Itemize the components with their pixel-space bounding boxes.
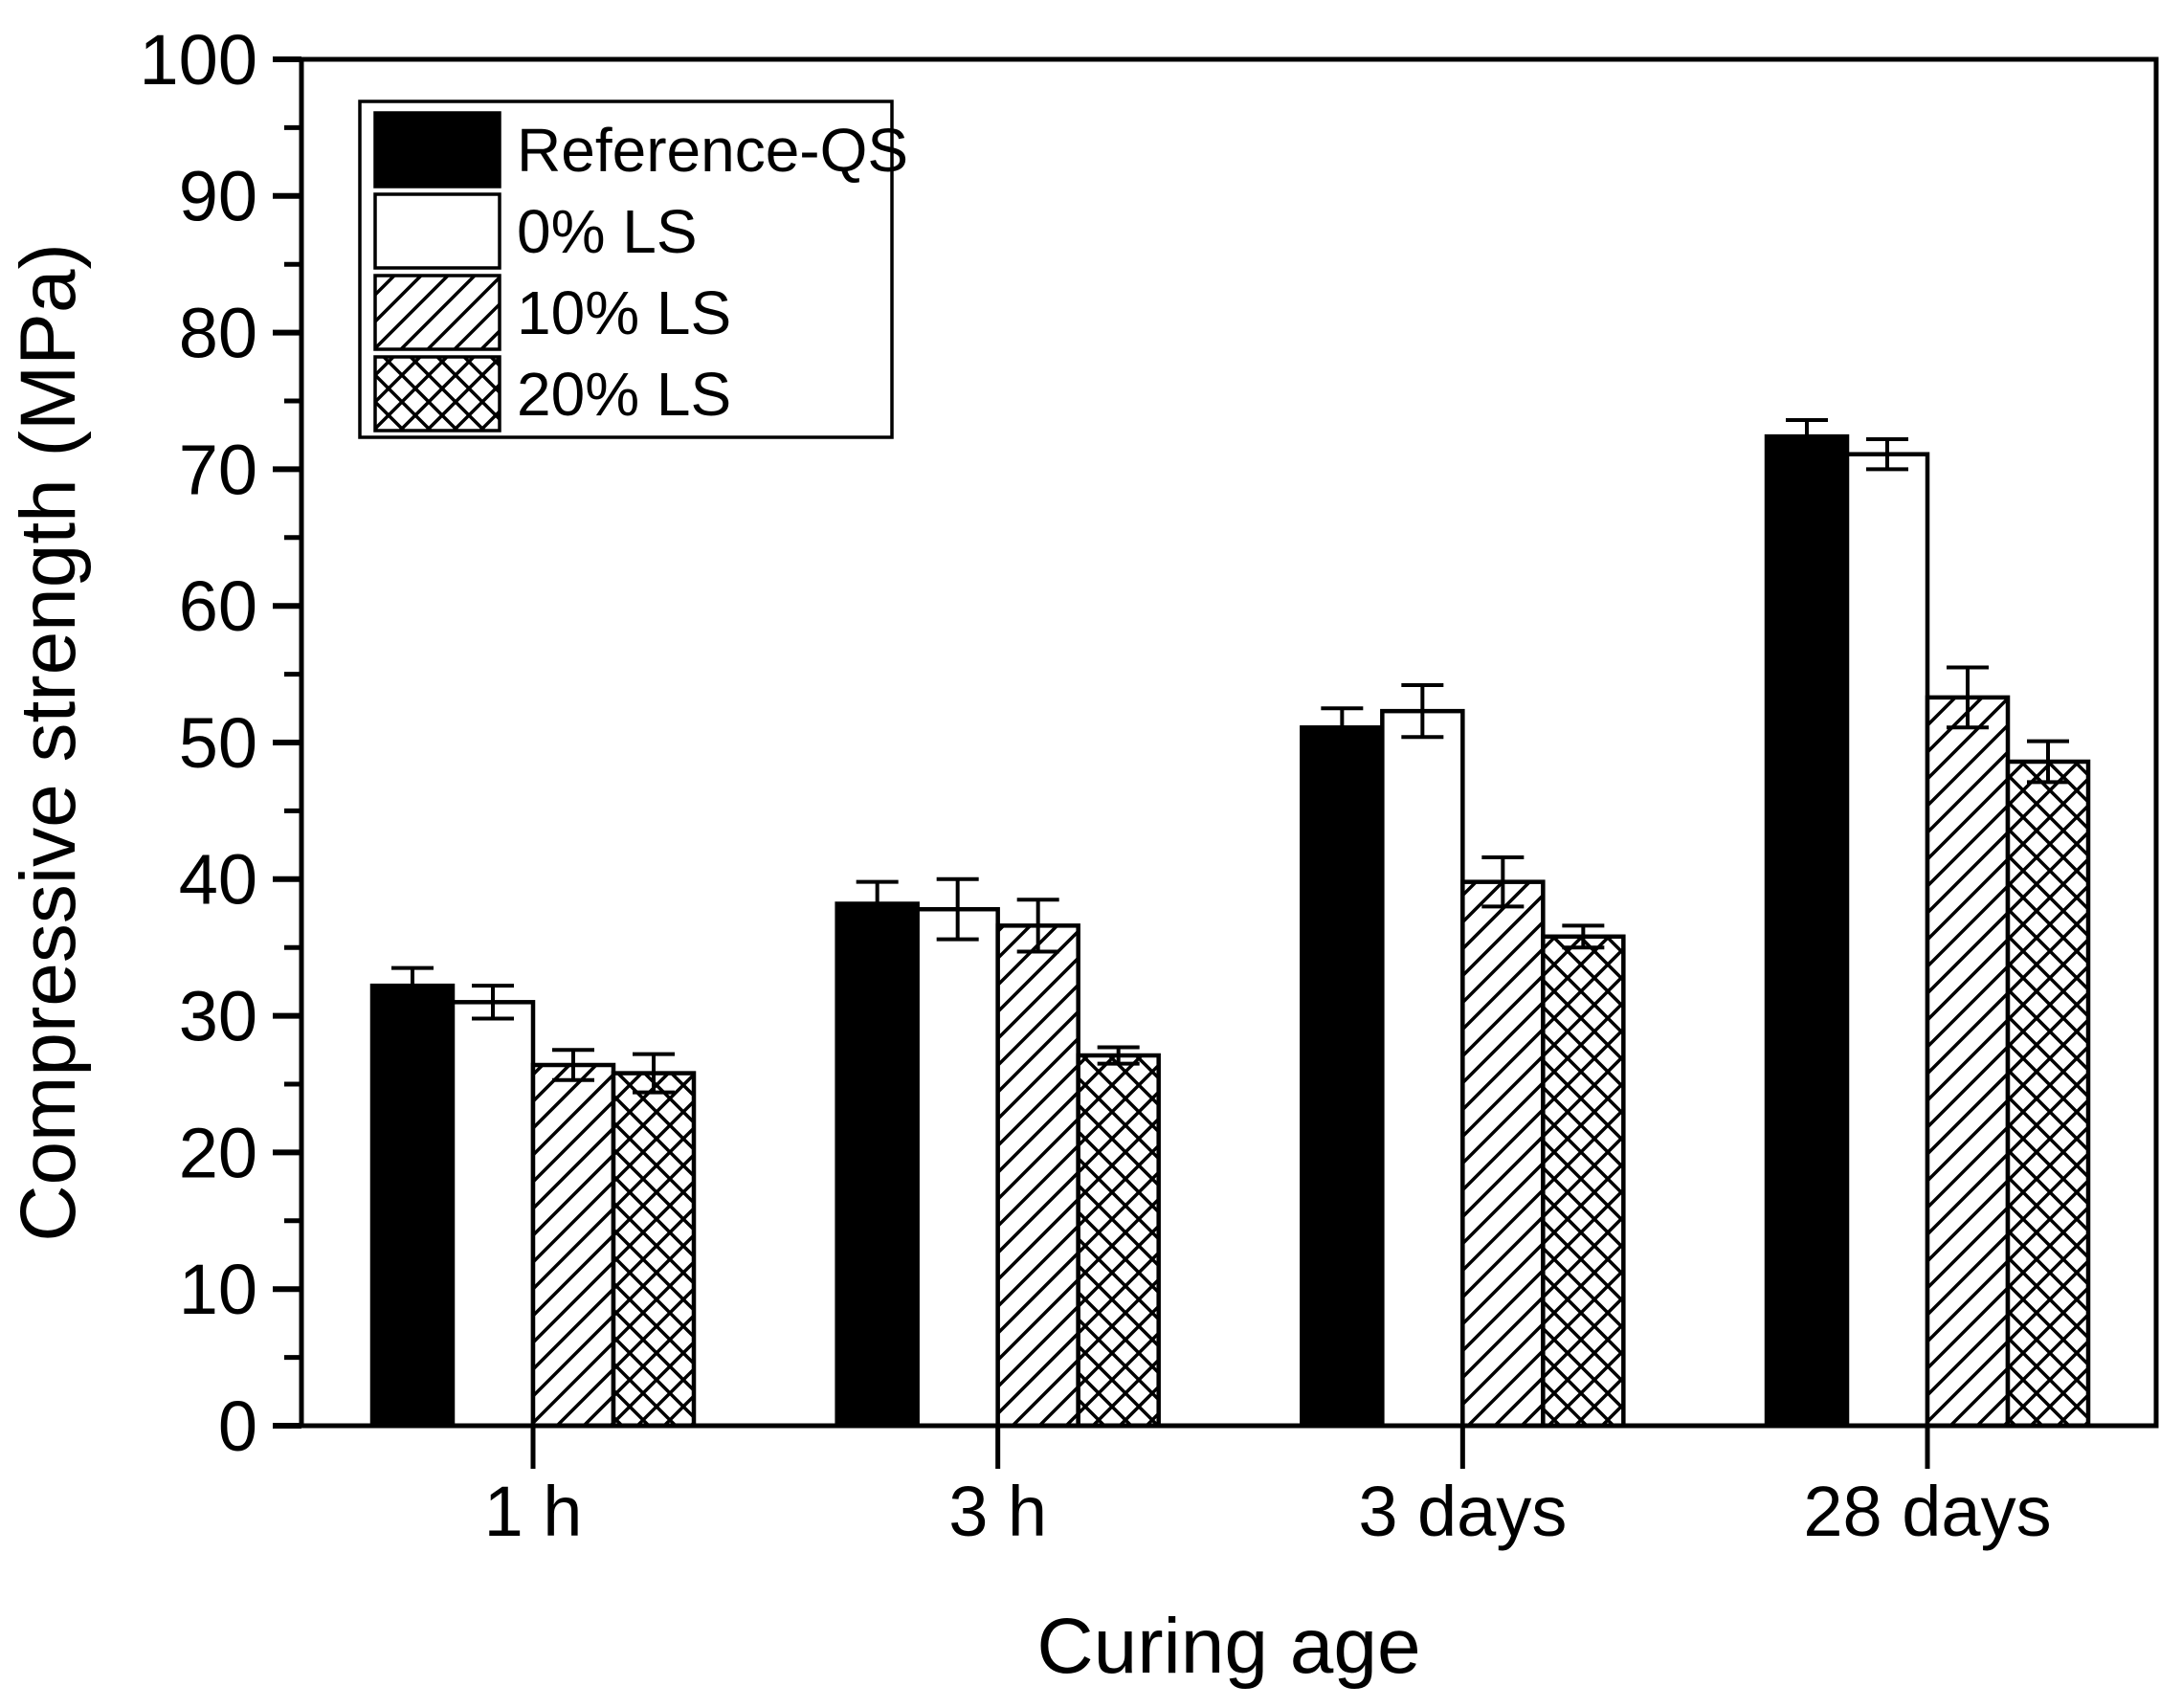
bar-reference-qs-1-h — [369, 983, 456, 1429]
bar-0-ls-28-days — [1844, 452, 1930, 1429]
y-axis-tick-label: 50 — [179, 703, 257, 783]
bar-reference-qs-28-days — [1764, 433, 1850, 1429]
y-axis-tick-label: 30 — [179, 977, 257, 1056]
bar-10-ls-1-h — [530, 1062, 616, 1429]
bar-20-ls-1-h — [611, 1071, 697, 1429]
error-bar-reference-qs-1-h — [391, 965, 434, 1006]
error-bar-reference-qs-3-h — [856, 879, 899, 928]
legend-layer: Reference-QS 0% LS 10% LS 20% LS — [358, 100, 908, 439]
legend-label-20-ls: 20% LS — [517, 360, 731, 429]
legend-swatch-reference-qs — [373, 111, 501, 189]
legend-swatch-10-ls — [373, 274, 501, 351]
bar-0-ls-3-h — [915, 906, 1000, 1429]
x-axis-tick-label-28-days: 28 days — [1803, 1472, 2051, 1551]
x-axis-tick-label-3-days: 3 days — [1358, 1472, 1567, 1551]
bar-reference-qs-3-h — [835, 901, 920, 1429]
legend-label-reference-qs: Reference-QS — [517, 116, 908, 185]
legend-label-0-ls: 0% LS — [517, 197, 698, 266]
bar-10-ls-28-days — [1925, 695, 2011, 1429]
legend-swatch-0-ls — [373, 192, 501, 270]
y-axis-tick-label: 20 — [179, 1113, 257, 1192]
y-axis-tick-label: 60 — [179, 566, 257, 646]
y-axis-tick-label: 100 — [140, 20, 257, 100]
bar-20-ls-3-days — [1541, 934, 1626, 1429]
x-axis-title: Curing age — [1036, 1603, 1420, 1690]
y-axis-tick-label: 70 — [179, 430, 257, 509]
error-bars-layer — [391, 417, 2070, 1095]
y-axis-title: Compressive strength (MPa) — [5, 243, 92, 1242]
x-axis-tick-label-1-h: 1 h — [484, 1472, 583, 1551]
bar-10-ls-3-days — [1460, 879, 1546, 1429]
error-bar-reference-qs-3-days — [1321, 706, 1364, 749]
ticks-layer: 0 10 20 30 40 50 60 70 80 90 100 1 h 3 h 3 days 28 day… — [140, 20, 2052, 1551]
y-axis-tick-label: 80 — [179, 294, 257, 373]
error-bar-20-ls-1-h — [633, 1052, 675, 1095]
bars-layer — [369, 433, 2091, 1429]
error-bar-0-ls-28-days — [1866, 436, 1909, 472]
error-bar-10-ls-28-days — [1947, 665, 1990, 730]
bar-10-ls-3-h — [995, 923, 1080, 1429]
bar-0-ls-3-days — [1380, 708, 1465, 1429]
error-bar-20-ls-28-days — [2027, 739, 2070, 785]
y-axis-tick-label: 10 — [179, 1250, 257, 1329]
legend-label-10-ls: 10% LS — [517, 278, 731, 347]
y-axis-tick-label: 40 — [179, 840, 257, 920]
error-bar-10-ls-3-h — [1016, 898, 1059, 954]
error-bar-0-ls-3-h — [936, 876, 979, 942]
bar-reference-qs-3-days — [1300, 725, 1385, 1429]
y-axis-tick-label: 0 — [218, 1386, 257, 1466]
error-bar-20-ls-3-days — [1562, 923, 1605, 950]
error-bar-10-ls-1-h — [552, 1048, 594, 1082]
error-bar-0-ls-3-days — [1401, 683, 1444, 740]
y-axis-tick-label: 90 — [179, 157, 257, 236]
x-axis-tick-label-3-h: 3 h — [948, 1472, 1047, 1551]
error-bar-10-ls-3-days — [1481, 854, 1525, 909]
bar-20-ls-3-h — [1076, 1053, 1161, 1429]
legend-swatch-20-ls — [373, 355, 501, 433]
error-bar-20-ls-3-h — [1097, 1045, 1140, 1066]
error-bar-0-ls-1-h — [472, 984, 514, 1021]
bar-20-ls-28-days — [2005, 759, 2091, 1429]
bar-0-ls-1-h — [450, 1000, 536, 1429]
error-bar-reference-qs-28-days — [1786, 417, 1829, 455]
